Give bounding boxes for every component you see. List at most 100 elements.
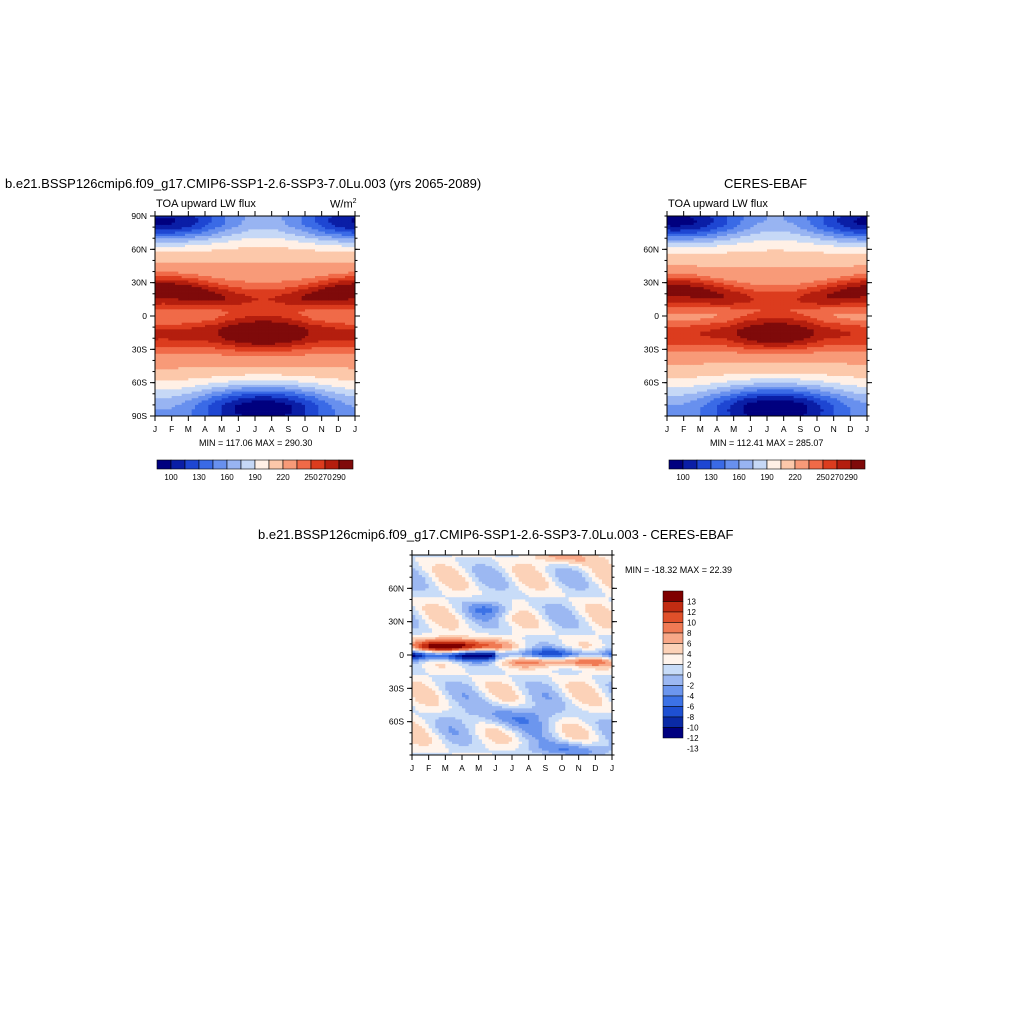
heatmap-cell [225,280,229,284]
heatmap-cell [158,271,163,275]
heatmap-cell [258,398,263,401]
heatmap-cell [245,371,249,375]
heatmap-cell [328,307,333,310]
heatmap-cell [328,404,333,408]
heatmap-cell [181,238,186,241]
heatmap-cell [335,216,339,219]
heatmap-cell [211,358,216,361]
heatmap-cell [271,222,276,226]
heatmap-cell [235,391,239,395]
heatmap-cell [248,298,253,301]
heatmap-cell [208,222,213,226]
heatmap-cell [198,229,203,232]
heatmap-cell [261,287,266,290]
heatmap-cell [198,327,203,330]
heatmap-cell [271,329,276,332]
heatmap-cell [241,307,246,310]
heatmap-cell [158,298,163,301]
heatmap-cell [175,393,179,397]
heatmap-cell [168,280,173,284]
heatmap-cell [201,236,206,239]
heatmap-cell [275,380,279,384]
heatmap-cell [198,336,203,339]
heatmap-cell [321,296,326,299]
heatmap-cell [218,342,223,346]
heatmap-cell [168,349,173,352]
heatmap-cell [328,242,333,246]
heatmap-cell [325,258,329,261]
heatmap-cell [328,218,333,221]
heatmap-cell [288,222,293,226]
heatmap-cell [221,271,226,275]
heatmap-cell [208,409,213,412]
heatmap-cell [338,256,343,259]
heatmap-cell [285,413,289,417]
heatmap-cell [161,402,166,406]
heatmap-cell [195,287,199,290]
heatmap-cell [215,336,219,339]
heatmap-cell [181,220,186,224]
heatmap-cell [185,244,189,248]
heatmap-cell [315,340,319,344]
heatmap-cell [245,404,249,408]
heatmap-cell [198,244,203,248]
heatmap-cell [245,258,249,261]
heatmap-cell [251,338,256,341]
heatmap-cell [208,278,213,281]
heatmap-cell [261,389,266,392]
heatmap-cell [188,320,193,324]
heatmap-cell [235,242,239,246]
heatmap-cell [328,353,333,357]
heatmap-cell [338,247,343,250]
heatmap-cell [285,360,289,364]
heatmap-cell [191,413,196,417]
heatmap-cell [271,253,276,257]
heatmap-cell [158,382,163,386]
heatmap-cell [275,393,279,397]
heatmap-cell [238,400,243,404]
heatmap-cell [228,398,233,401]
heatmap-cell [291,260,296,264]
heatmap-cell [328,236,333,239]
heatmap-cell [301,231,306,235]
heatmap-cell [291,287,296,290]
heatmap-cell [331,280,336,284]
heatmap-cell [258,282,263,286]
heatmap-cell [308,411,313,415]
heatmap-cell [221,324,226,328]
heatmap-cell [258,307,263,310]
heatmap-cell [278,371,283,375]
heatmap-cell [238,300,243,304]
heatmap-cell [325,322,329,326]
heatmap-cell [255,233,259,237]
heatmap-cell [275,222,279,226]
heatmap-cell [165,342,169,346]
heatmap-cell [331,271,336,275]
heatmap-cell [265,371,269,375]
heatmap-cell [225,218,229,221]
heatmap-cell [288,324,293,328]
heatmap-cell [185,387,189,390]
heatmap-cell [171,389,176,392]
heatmap-cell [205,398,209,401]
heatmap-cell [261,267,266,270]
heatmap-cell [201,269,206,272]
heatmap-cell [155,222,159,226]
heatmap-cell [171,229,176,232]
heatmap-cell [271,227,276,230]
heatmap-cell [255,371,259,375]
heatmap-cell [248,387,253,390]
heatmap-cell [321,318,326,321]
heatmap-cell [278,227,283,230]
heatmap-cell [181,216,186,219]
heatmap-cell [205,287,209,290]
heatmap-cell [318,229,323,232]
heatmap-cell [271,402,276,406]
heatmap-cell [308,344,313,348]
heatmap-cell [308,373,313,377]
heatmap-cell [215,256,219,259]
heatmap-cell [195,242,199,246]
heatmap-cell [178,222,183,226]
heatmap-cell [315,304,319,308]
heatmap-cell [328,313,333,317]
